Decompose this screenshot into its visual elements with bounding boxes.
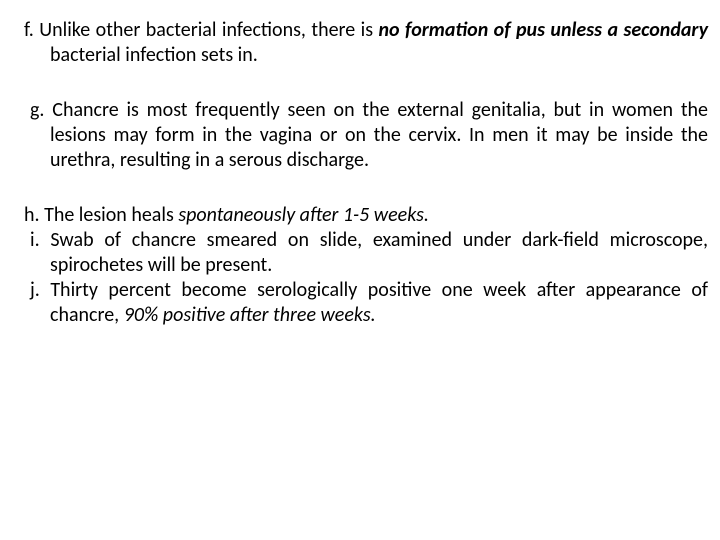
list-item-j: j. Thirty percent become serologically p… xyxy=(12,278,708,328)
item-text: Chancre is most frequently seen on the e… xyxy=(50,98,708,172)
item-prefix: h. xyxy=(24,203,44,227)
list-item-h: h. The lesion heals spontaneously after … xyxy=(12,203,708,228)
list-item-i: i. Swab of chancre smeared on slide, exa… xyxy=(12,228,708,278)
item-emphasis: spontaneously after 1-5 weeks. xyxy=(178,203,429,227)
item-text: The lesion heals xyxy=(44,203,178,227)
item-emphasis: no formation of pus unless a secondary xyxy=(378,18,708,42)
item-text: bacterial infection sets in. xyxy=(50,43,258,67)
item-prefix: j. xyxy=(30,278,50,302)
item-prefix: f. xyxy=(24,18,39,42)
item-emphasis: 90% positive after three weeks. xyxy=(124,303,376,327)
document-page: f. Unlike other bacterial infections, th… xyxy=(0,0,720,540)
item-prefix: g. xyxy=(30,98,52,122)
item-prefix: i. xyxy=(30,228,50,252)
list-item-group-hij: h. The lesion heals spontaneously after … xyxy=(12,203,708,328)
item-text: Unlike other bacterial infections, there… xyxy=(39,18,378,42)
item-text: Swab of chancre smeared on slide, examin… xyxy=(50,228,708,277)
list-item-f: f. Unlike other bacterial infections, th… xyxy=(12,18,708,68)
list-item-g: g. Chancre is most frequently seen on th… xyxy=(12,98,708,173)
